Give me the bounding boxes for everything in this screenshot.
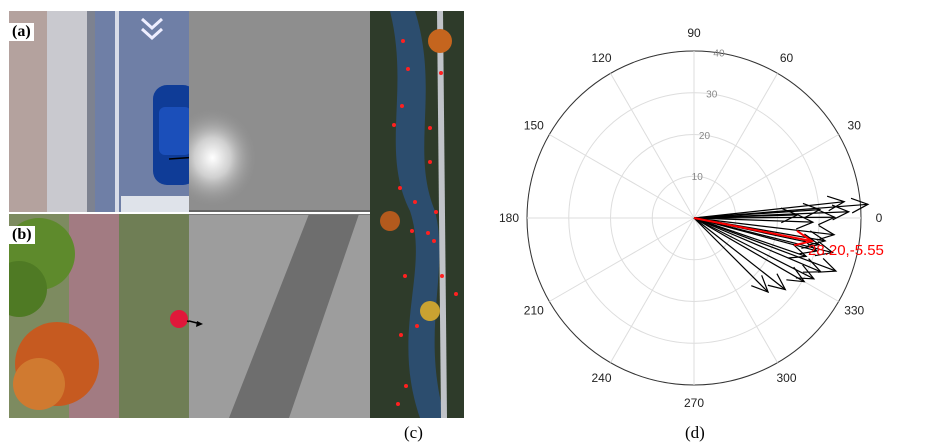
angle-tick-210: 210 (524, 304, 544, 318)
panel-b-thermal-image (189, 214, 370, 418)
angle-gridline-240 (610, 217, 695, 363)
angle-gridline-120 (610, 73, 695, 219)
arrow-18 (693, 217, 787, 291)
panel-a-label: (a) (9, 23, 34, 41)
radial-tick-30: 30 (706, 90, 718, 101)
panel-a-rgb-image: (a) (9, 11, 189, 212)
panel-b-rgb-image: (b) (9, 214, 189, 418)
arrow-17 (693, 217, 806, 283)
angle-tick-240: 240 (591, 371, 611, 385)
mean-vector (693, 217, 815, 247)
arrow-19 (693, 217, 770, 294)
panel-b-rgb-scene (9, 214, 189, 418)
angle-tick-labels: 0 30 60 90 120 150 180 210 240 270 300 330 (499, 26, 883, 410)
blue-car (153, 85, 189, 185)
arrow-7 (693, 213, 815, 230)
angle-tick-180: 180 (499, 211, 519, 225)
angle-tick-0: 0 (876, 211, 883, 225)
angle-gridline-30 (693, 134, 839, 219)
angle-tick-150: 150 (524, 119, 544, 133)
angle-tick-270: 270 (684, 396, 704, 410)
angle-tick-30: 30 (848, 119, 862, 133)
radial-tick-labels: 10 20 30 40 (692, 49, 725, 183)
marker-points (392, 39, 458, 406)
angle-gridline-300 (693, 217, 778, 363)
compass-arrows (693, 195, 870, 294)
panel-c-aerial-scene (370, 11, 464, 418)
angle-gridline-150 (549, 134, 695, 219)
panel-d-caption: (d) (685, 423, 705, 442)
red-figure (170, 310, 188, 328)
panel-b-label: (b) (9, 226, 35, 244)
arrow-6 (693, 209, 837, 226)
arrow-8 (693, 217, 836, 241)
mean-arrow (693, 217, 815, 247)
angle-tick-300: 300 (776, 371, 796, 385)
radial-tick-10: 10 (692, 172, 704, 183)
angle-tick-330: 330 (844, 304, 864, 318)
arrow-2 (693, 195, 846, 219)
compass-chart: 10 20 30 40 0 30 60 90 120 150 180 210 240 270 300 330… (499, 26, 884, 410)
mean-vector-label: 28.20,-5.55 (808, 242, 884, 259)
angle-tick-90: 90 (687, 26, 701, 40)
panel-b-thermal-scene (189, 214, 370, 418)
radial-tick-40: 40 (713, 49, 725, 60)
panel-c-caption: (c) (404, 423, 423, 442)
angle-gridline-60 (693, 73, 778, 219)
panel-c-aerial-map (370, 11, 464, 418)
angle-tick-120: 120 (591, 51, 611, 65)
panel-a-thermal-scene (189, 11, 370, 212)
radial-tick-20: 20 (699, 131, 711, 142)
arrow-4 (693, 202, 822, 219)
panel-a-rgb-scene (9, 11, 189, 212)
angle-gridline-210 (549, 217, 695, 302)
panel-a-thermal-image (189, 11, 370, 212)
angle-tick-60: 60 (780, 51, 794, 65)
orange-tree (13, 322, 99, 410)
